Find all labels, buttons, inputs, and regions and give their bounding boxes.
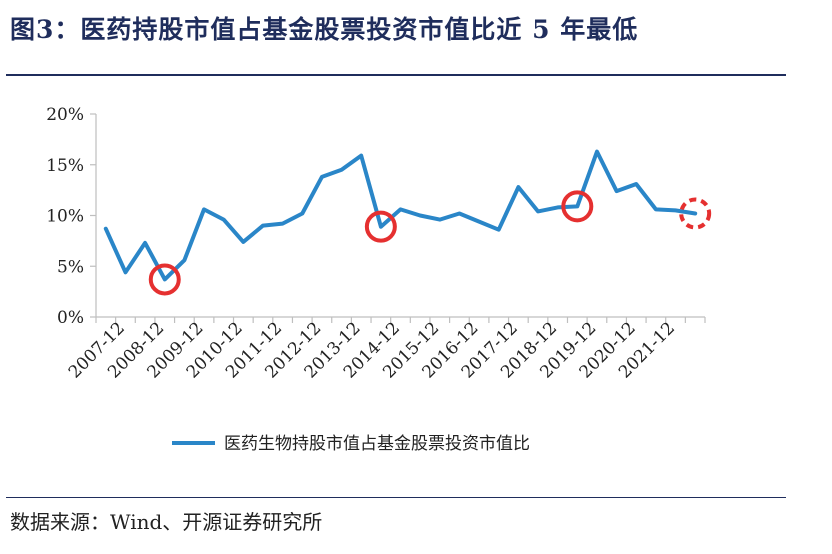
- legend-label: 医药生物持股市值占基金股票投资市值比: [224, 434, 530, 454]
- title-divider: [6, 74, 786, 76]
- legend: 医药生物持股市值占基金股票投资市值比: [172, 434, 530, 454]
- highlight-circle: [148, 263, 181, 296]
- highlight-circle: [561, 190, 594, 223]
- figure-title: 图3：医药持股市值占基金股票投资市值比近 5 年最低: [10, 15, 639, 44]
- y-tick-label: 20%: [46, 105, 84, 125]
- source-divider: [6, 497, 786, 498]
- x-axis: 2007-122008-122009-122010-122011-122012-…: [65, 316, 706, 382]
- series-layer: [103, 149, 698, 282]
- source-note: 数据来源：Wind、开源证券研究所: [10, 510, 323, 534]
- y-axis: 0% 5% 10% 15% 20%: [46, 105, 97, 328]
- y-tick-label: 10%: [46, 207, 84, 227]
- y-tick-label: 0%: [57, 308, 84, 328]
- y-tick-label: 15%: [46, 156, 84, 176]
- highlight-layer: [148, 190, 712, 296]
- y-tick-label: 5%: [57, 257, 84, 277]
- dashed-highlight-circle: [679, 197, 712, 230]
- series-line: [103, 149, 698, 282]
- highlight-circle: [364, 210, 397, 243]
